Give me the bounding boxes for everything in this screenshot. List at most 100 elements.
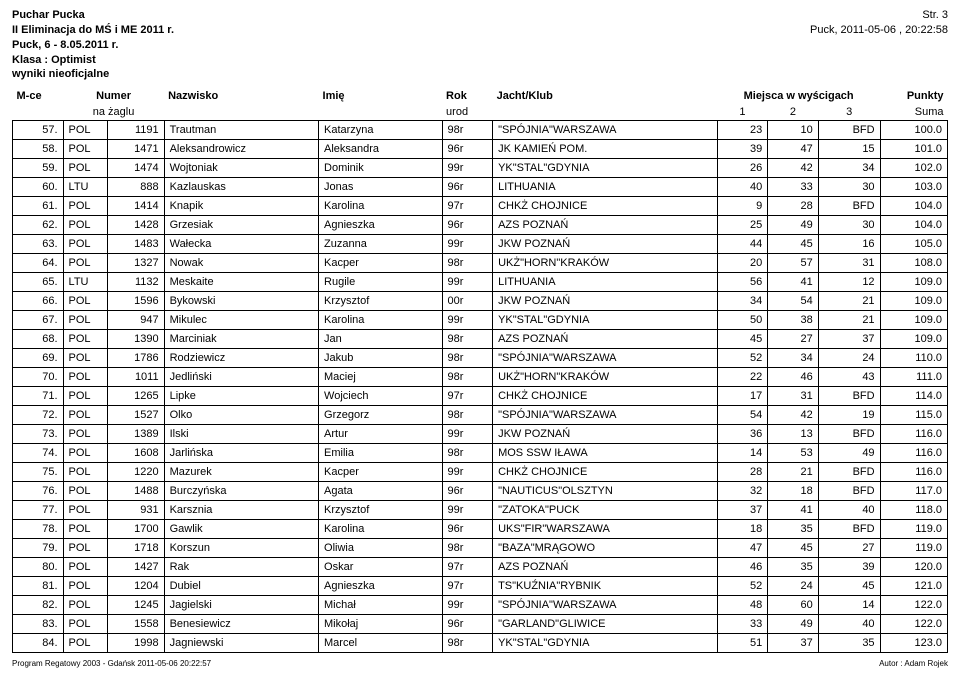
cell: 114.0 [880,387,947,406]
cell: 123.0 [880,634,947,653]
cell: Krzysztof [319,501,443,520]
cell: 109.0 [880,273,947,292]
cell: Agata [319,482,443,501]
cell: POL [63,520,108,539]
cell: Mikołaj [319,615,443,634]
cell: 57 [768,254,819,273]
report-footer: Program Regatowy 2003 - Gdańsk 2011-05-0… [12,659,948,668]
cell: CHKŻ CHOJNICE [493,387,718,406]
cell: 71. [13,387,64,406]
table-row: 67.POL947MikulecKarolina99rYK"STAL"GDYNI… [13,311,948,330]
cell: Rugile [319,273,443,292]
cell: 120.0 [880,558,947,577]
cell: 117.0 [880,482,947,501]
cell: 47 [768,140,819,159]
cell: 121.0 [880,577,947,596]
cell: 28 [768,197,819,216]
table-row: 78.POL1700GawlikKarolina96rUKS"FIR"WARSZ… [13,520,948,539]
table-row: 79.POL1718KorszunOliwia98r"BAZA"MRĄGOWO4… [13,539,948,558]
cell: 42 [768,159,819,178]
cell: 1428 [108,216,164,235]
cell: 99r [442,311,493,330]
cell: 99r [442,235,493,254]
cell: "GARLAND"GLIWICE [493,615,718,634]
cell: 37 [717,501,768,520]
cell: POL [63,368,108,387]
cell: 96r [442,615,493,634]
cell: 60 [768,596,819,615]
klasa-label: Klasa : Optimist [12,53,948,68]
cell: 22 [717,368,768,387]
cell: 45 [768,235,819,254]
cell: LTU [63,178,108,197]
cell: Oskar [319,558,443,577]
report-header: Puchar Pucka II Eliminacja do MŚ i ME 20… [12,8,948,82]
cell: 58. [13,140,64,159]
cell: 1700 [108,520,164,539]
cell: Dubiel [164,577,318,596]
cell: 25 [717,216,768,235]
cell: 21 [818,292,880,311]
cell: 38 [768,311,819,330]
cell: 45 [717,330,768,349]
cell: YK"STAL"GDYNIA [493,159,718,178]
cell: 45 [818,577,880,596]
cell: Jagielski [164,596,318,615]
cell: 115.0 [880,406,947,425]
cell: 116.0 [880,425,947,444]
cell: 98r [442,444,493,463]
cell: Wałecka [164,235,318,254]
col-rok: Rok [442,88,493,104]
cell: 98r [442,634,493,653]
cell: JKW POZNAŃ [493,235,718,254]
cell: 118.0 [880,501,947,520]
cell: 1488 [108,482,164,501]
cell: POL [63,577,108,596]
table-row: 72.POL1527OlkoGrzegorz98r"SPÓJNIA"WARSZA… [13,406,948,425]
cell: 116.0 [880,463,947,482]
cell: LITHUANIA [493,178,718,197]
header-right: Str. 3 Puck, 2011-05-06 , 20:22:58 [810,8,948,38]
cell: 64. [13,254,64,273]
cell: Mazurek [164,463,318,482]
cell: POL [63,482,108,501]
cell: POL [63,140,108,159]
cell: 57. [13,121,64,140]
cell: 65. [13,273,64,292]
cell: 1390 [108,330,164,349]
cell: 24 [818,349,880,368]
cell: 33 [768,178,819,197]
col-jacht: Jacht/Klub [493,88,718,104]
cell: 54 [768,292,819,311]
cell: 13 [768,425,819,444]
table-row: 60.LTU888KazlauskasJonas96rLITHUANIA4033… [13,178,948,197]
col-numer: Numer [63,88,164,104]
col-rok-sub: urod [442,104,493,121]
cell: 41 [768,273,819,292]
cell: POL [63,159,108,178]
cell: 80. [13,558,64,577]
cell: CHKŻ CHOJNICE [493,463,718,482]
cell: 1132 [108,273,164,292]
page-label: Str. 3 [810,8,948,23]
cell: Artur [319,425,443,444]
cell: Bykowski [164,292,318,311]
cell: 10 [768,121,819,140]
table-row: 64.POL1327NowakKacper98rUKŻ"HORN"KRAKÓW2… [13,254,948,273]
col-nazwisko: Nazwisko [164,88,318,104]
cell: 73. [13,425,64,444]
cell: 17 [717,387,768,406]
cell: 1327 [108,254,164,273]
cell: Aleksandrowicz [164,140,318,159]
cell: 947 [108,311,164,330]
cell: 97r [442,558,493,577]
cell: BFD [818,387,880,406]
cell: 63. [13,235,64,254]
footer-right: Autor : Adam Rojek [879,659,948,668]
cell: 59. [13,159,64,178]
cell: Jonas [319,178,443,197]
table-head: M-ce Numer Nazwisko Imię Rok Jacht/Klub … [13,88,948,121]
cell: Wojciech [319,387,443,406]
cell: 37 [818,330,880,349]
table-row: 63.POL1483WałeckaZuzanna99rJKW POZNAŃ444… [13,235,948,254]
